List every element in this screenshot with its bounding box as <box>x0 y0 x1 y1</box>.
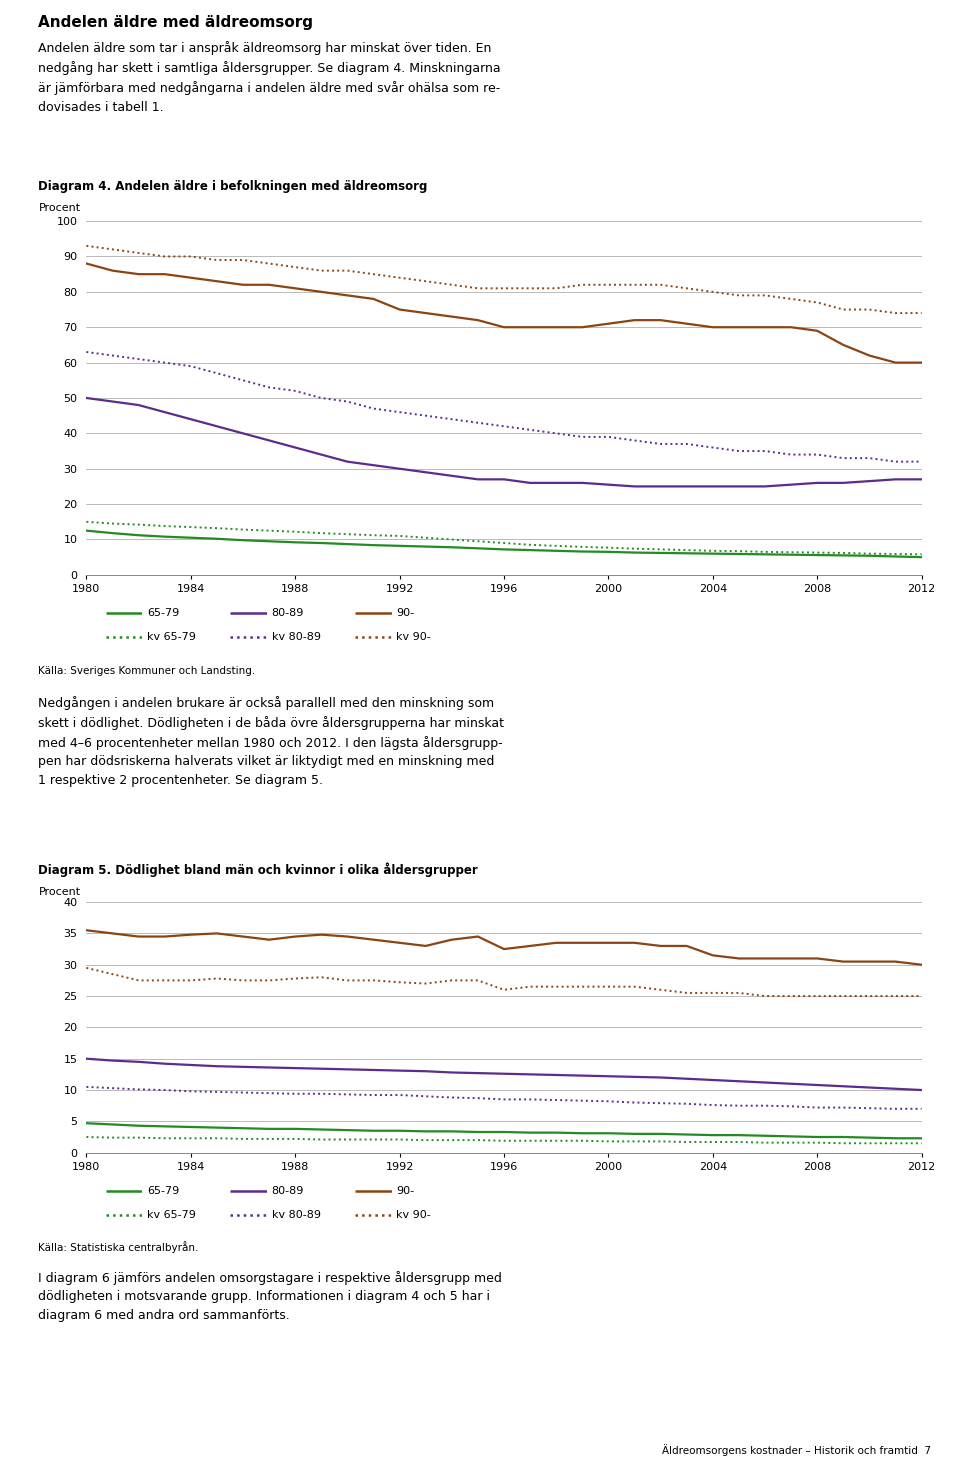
Text: 80-89: 80-89 <box>272 1187 304 1195</box>
Text: 65-79: 65-79 <box>147 1187 180 1195</box>
Text: kv 65-79: kv 65-79 <box>147 1210 196 1219</box>
Text: Diagram 5. Dödlighet bland män och kvinnor i olika åldersgrupper: Diagram 5. Dödlighet bland män och kvinn… <box>38 862 478 877</box>
Text: kv 90-: kv 90- <box>396 632 431 641</box>
Text: Äldreomsorgens kostnader – Historik och framtid  7: Äldreomsorgens kostnader – Historik och … <box>662 1445 931 1456</box>
Text: 65-79: 65-79 <box>147 609 180 618</box>
Text: Diagram 4. Andelen äldre i befolkningen med äldreomsorg: Diagram 4. Andelen äldre i befolkningen … <box>38 180 428 193</box>
Text: Andelen äldre som tar i anspråk äldreomsorg har minskat över tiden. En
nedgång h: Andelen äldre som tar i anspråk äldreoms… <box>38 41 501 113</box>
Text: Källa: Sveriges Kommuner och Landsting.: Källa: Sveriges Kommuner och Landsting. <box>38 666 255 677</box>
Text: 80-89: 80-89 <box>272 609 304 618</box>
Text: 90-: 90- <box>396 1187 415 1195</box>
Text: Andelen äldre med äldreomsorg: Andelen äldre med äldreomsorg <box>38 15 313 29</box>
Text: I diagram 6 jämförs andelen omsorgstagare i respektive åldersgrupp med
dödlighet: I diagram 6 jämförs andelen omsorgstagar… <box>38 1271 502 1322</box>
Text: 90-: 90- <box>396 609 415 618</box>
Text: kv 80-89: kv 80-89 <box>272 1210 321 1219</box>
Text: Källa: Statistiska centralbyrån.: Källa: Statistiska centralbyrån. <box>38 1241 199 1253</box>
Text: Nedgången i andelen brukare är också parallell med den minskning som
skett i död: Nedgången i andelen brukare är också par… <box>38 696 504 787</box>
Text: kv 90-: kv 90- <box>396 1210 431 1219</box>
Text: Procent: Procent <box>38 203 81 214</box>
Text: kv 65-79: kv 65-79 <box>147 632 196 641</box>
Text: kv 80-89: kv 80-89 <box>272 632 321 641</box>
Text: Procent: Procent <box>38 887 81 898</box>
